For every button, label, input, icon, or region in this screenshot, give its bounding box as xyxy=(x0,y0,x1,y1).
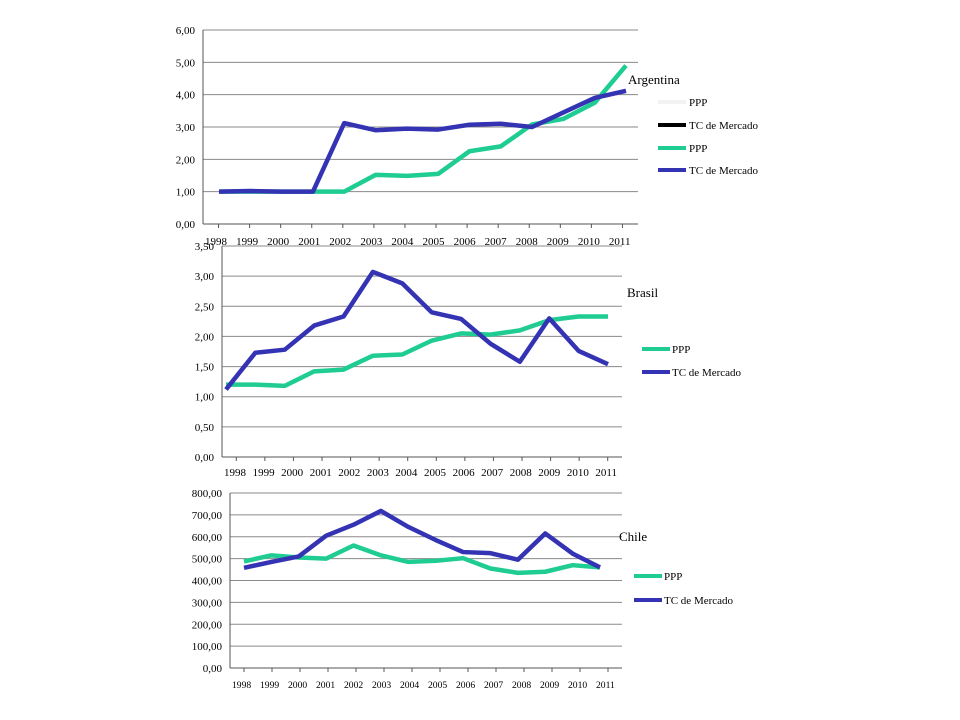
x-tick-label: 2010 xyxy=(567,467,590,479)
series-line-tc-de-mercado xyxy=(218,88,627,194)
legend: PPP TC de Mercado xyxy=(642,344,742,379)
y-tick-label: 4,00 xyxy=(176,90,196,102)
legend-label: PPP xyxy=(689,143,707,155)
x-tick-label: 2001 xyxy=(298,236,320,248)
y-tick-label: 0,00 xyxy=(176,219,196,231)
x-tick-label: 2006 xyxy=(456,680,475,691)
y-tick-label: 600,00 xyxy=(192,532,223,544)
x-tick-label: 2001 xyxy=(316,680,335,691)
y-tick-label: 3,00 xyxy=(195,271,215,283)
legend-label: PPP xyxy=(672,344,690,356)
y-tick-label: 200,00 xyxy=(192,619,223,631)
chart-brasil: 0,00 0,50 1,00 1,50 2,00 2,50 3,00 3,50 … xyxy=(195,241,742,479)
x-tick-label: 2008 xyxy=(516,236,539,248)
x-tick-label: 2000 xyxy=(288,680,307,691)
y-tick-label: 1,00 xyxy=(176,187,196,199)
series-line-tc-de-mercado xyxy=(224,269,609,391)
x-tick-label: 2008 xyxy=(512,680,531,691)
legend-label: TC de Mercado xyxy=(689,120,759,132)
x-tick-label: 2005 xyxy=(428,680,447,691)
x-tick-label: 2005 xyxy=(424,467,447,479)
legend: PPP TC de Mercado PPP TC de Mercado xyxy=(658,97,759,177)
x-tick-label: 2009 xyxy=(538,467,561,479)
y-tick-label: 2,00 xyxy=(176,154,196,166)
y-tick-label: 0,00 xyxy=(195,452,215,464)
series-line-ppp xyxy=(243,543,601,576)
x-tick-label: 2011 xyxy=(595,467,617,479)
chart-title: Brasil xyxy=(627,285,658,300)
x-tick-label: 2002 xyxy=(344,680,363,691)
x-tick-label: 2000 xyxy=(281,467,304,479)
x-tick-label: 2011 xyxy=(609,236,631,248)
x-tick-label: 2007 xyxy=(484,680,503,691)
series-line-tc-de-mercado xyxy=(243,508,602,571)
y-axis-ticks: 0,00 100,00 200,00 300,00 400,00 500,00 … xyxy=(192,488,223,675)
x-axis-ticks: 1998 1999 2000 2001 2002 2003 2004 2005 … xyxy=(232,680,615,691)
gridlines xyxy=(229,492,622,672)
chart-title: Argentina xyxy=(628,72,680,87)
x-tick-label: 2010 xyxy=(568,680,587,691)
y-tick-label: 5,00 xyxy=(176,57,196,69)
x-tick-label: 2004 xyxy=(395,467,418,479)
y-tick-label: 3,50 xyxy=(195,241,215,253)
y-tick-label: 400,00 xyxy=(192,576,223,588)
x-tick-label: 2009 xyxy=(540,680,559,691)
chart-chile: 0,00 100,00 200,00 300,00 400,00 500,00 … xyxy=(192,488,734,691)
x-tick-label: 1999 xyxy=(236,236,258,248)
legend-label: TC de Mercado xyxy=(664,595,734,607)
x-tick-label: 1998 xyxy=(232,680,251,691)
x-tick-label: 2004 xyxy=(400,680,419,691)
y-tick-label: 2,00 xyxy=(195,331,215,343)
x-tick-label: 2003 xyxy=(360,236,383,248)
y-tick-label: 500,00 xyxy=(192,554,223,566)
x-tick-label: 2002 xyxy=(329,236,351,248)
y-tick-label: 800,00 xyxy=(192,488,223,500)
x-tick-label: 2004 xyxy=(391,236,414,248)
x-tick-label: 1998 xyxy=(224,467,247,479)
x-tick-label: 1998 xyxy=(205,236,228,248)
y-tick-label: 2,50 xyxy=(195,301,215,313)
x-tick-label: 2003 xyxy=(372,680,391,691)
y-axis-ticks: 0,00 0,50 1,00 1,50 2,00 2,50 3,00 3,50 xyxy=(195,241,215,464)
x-tick-label: 1999 xyxy=(253,467,275,479)
y-tick-label: 1,00 xyxy=(195,392,215,404)
y-tick-label: 700,00 xyxy=(192,510,223,522)
y-tick-label: 6,00 xyxy=(176,25,196,37)
y-axis-ticks: 0,00 1,00 2,00 3,00 4,00 5,00 6,00 xyxy=(176,25,196,231)
x-tick-label: 2008 xyxy=(510,467,533,479)
y-tick-label: 0,00 xyxy=(203,663,223,675)
x-axis-ticks: 1998 1999 2000 2001 2002 2003 2004 2005 … xyxy=(224,467,617,479)
x-tick-label: 2003 xyxy=(367,467,390,479)
x-tick-label: 1999 xyxy=(260,680,279,691)
x-tick-label: 2002 xyxy=(338,467,360,479)
y-tick-label: 300,00 xyxy=(192,597,223,609)
x-tick-label: 2010 xyxy=(578,236,601,248)
x-tick-label: 2007 xyxy=(481,467,504,479)
x-tick-label: 2005 xyxy=(423,236,446,248)
legend-label: TC de Mercado xyxy=(672,367,742,379)
x-tick-label: 2006 xyxy=(453,467,476,479)
x-axis-ticks: 1998 1999 2000 2001 2002 2003 2004 2005 … xyxy=(205,236,631,248)
gridlines xyxy=(221,245,622,461)
x-tick-label: 2006 xyxy=(454,236,477,248)
legend-label: PPP xyxy=(664,571,682,583)
y-tick-label: 1,50 xyxy=(195,362,215,374)
x-tick-label: 2001 xyxy=(310,467,332,479)
y-tick-label: 100,00 xyxy=(192,641,223,653)
x-tick-label: 2011 xyxy=(596,680,615,691)
y-tick-label: 0,50 xyxy=(195,422,215,434)
x-tick-label: 2000 xyxy=(267,236,290,248)
legend-label: PPP xyxy=(689,97,707,109)
legend: PPP TC de Mercado xyxy=(634,571,734,607)
x-tick-label: 2007 xyxy=(485,236,508,248)
chart-title: Chile xyxy=(619,529,647,544)
legend-label: TC de Mercado xyxy=(689,165,759,177)
chart-argentina: 0,00 1,00 2,00 3,00 4,00 5,00 6,00 1998 … xyxy=(176,25,759,248)
y-tick-label: 3,00 xyxy=(176,122,196,134)
x-tick-label: 2009 xyxy=(547,236,570,248)
